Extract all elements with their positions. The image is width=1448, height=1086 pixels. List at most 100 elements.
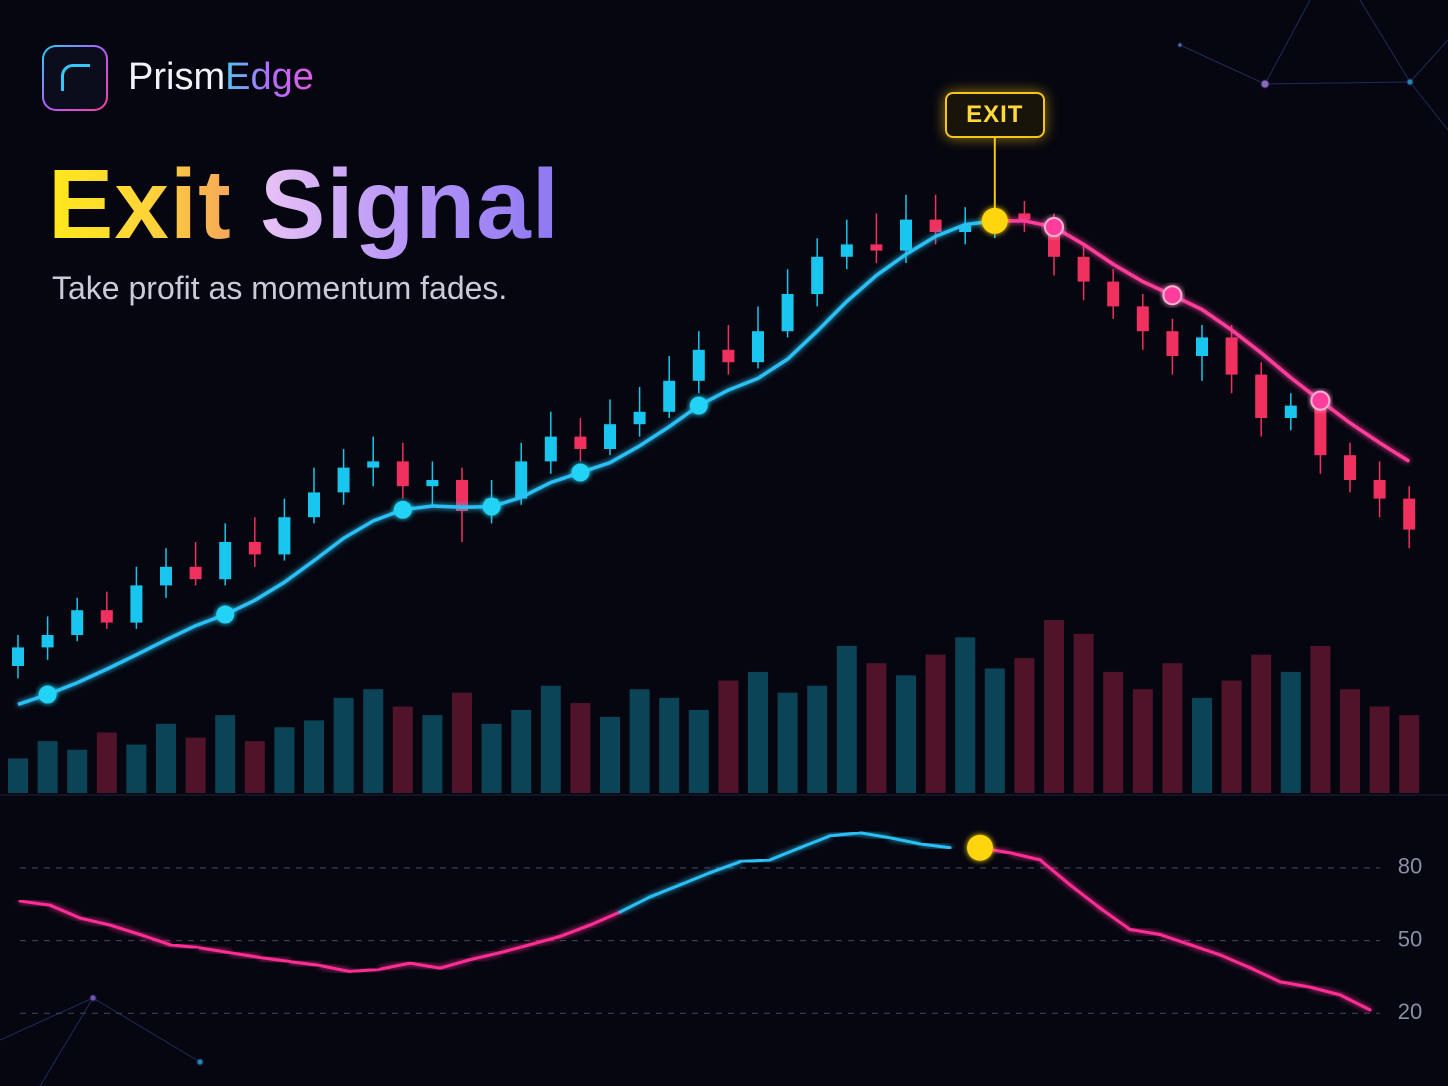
- candle-body: [663, 380, 676, 412]
- volume-bar: [1162, 663, 1183, 793]
- brand-prefix: Prism: [128, 56, 226, 98]
- volume-bar: [1340, 689, 1360, 793]
- volume-bar: [126, 744, 147, 793]
- candle-body: [71, 610, 84, 635]
- candle-body: [959, 225, 972, 232]
- signal-marker: [571, 463, 590, 482]
- volume-bar: [600, 716, 620, 793]
- candle-body: [1166, 331, 1179, 356]
- volume-bar: [185, 737, 206, 793]
- candle-body: [604, 424, 616, 449]
- oscillator-segment: [318, 964, 352, 974]
- volume-bar: [1044, 620, 1064, 793]
- volume-bar: [659, 697, 680, 793]
- oscillator-segment: [348, 967, 382, 974]
- volume-bar: [511, 709, 532, 793]
- oscillator-segment: [378, 961, 412, 971]
- candle-body: [692, 349, 705, 381]
- oscillator-segment: [828, 831, 862, 838]
- oscillator-segment: [288, 960, 322, 968]
- candle-body: [100, 610, 113, 623]
- oscillator-segment: [1098, 906, 1132, 931]
- oscillator-segment: [408, 961, 442, 970]
- oscillator-segment: [228, 951, 262, 960]
- candle-body: [426, 480, 439, 487]
- candle-body: [752, 331, 764, 363]
- candle-body: [840, 244, 853, 257]
- candle-body: [544, 436, 557, 462]
- candle-body: [189, 566, 202, 580]
- oscillator-segment: [1338, 993, 1372, 1012]
- y-tick-label: 50: [1398, 926, 1422, 951]
- oscillator-segment: [858, 831, 892, 840]
- signal-marker: [216, 605, 235, 624]
- candle-body: [337, 467, 350, 493]
- oscillator-segment: [1158, 933, 1192, 947]
- volume-bar: [8, 758, 28, 793]
- candle-body: [367, 461, 380, 468]
- oscillator-segment: [588, 910, 622, 927]
- oscillator-segment: [78, 916, 112, 927]
- oscillator-segment: [1128, 927, 1162, 937]
- volume-bar: [570, 703, 591, 793]
- candle-body: [900, 219, 912, 251]
- volume-bar: [363, 689, 384, 793]
- candle-body: [1196, 337, 1208, 356]
- volume-bar: [1310, 645, 1331, 793]
- volume-bar: [718, 680, 739, 793]
- volume-bar: [1280, 671, 1301, 793]
- volume-bar: [688, 709, 709, 793]
- oscillator-segment: [738, 858, 772, 864]
- volume-bar: [984, 668, 1005, 793]
- oscillator-segment: [1038, 858, 1072, 887]
- candle-body: [574, 436, 587, 449]
- oscillator-segment: [168, 943, 202, 950]
- title-word: Exit: [48, 149, 232, 259]
- oscillator-segment: [438, 958, 472, 970]
- signal-marker: [393, 500, 412, 519]
- candle-body: [870, 244, 883, 251]
- candle-body: [1225, 337, 1238, 375]
- oscillator-segment: [888, 836, 922, 846]
- candle-body: [396, 461, 409, 487]
- logo: [42, 45, 108, 111]
- volume-bar: [866, 663, 887, 793]
- y-tick-label: 20: [1398, 999, 1422, 1024]
- oscillator-segment: [1248, 966, 1282, 984]
- oscillator-segment: [138, 933, 172, 947]
- oscillator-segment: [48, 903, 82, 920]
- volume-bar: [1221, 680, 1242, 793]
- oscillator-segment: [468, 951, 502, 962]
- oscillator-segment: [258, 956, 292, 964]
- volume-bar: [1399, 715, 1420, 793]
- volume-bar: [1103, 671, 1124, 793]
- candle-body: [1314, 405, 1327, 456]
- y-tick-label: 80: [1398, 854, 1422, 879]
- signal-marker: [1044, 217, 1064, 238]
- volume-bar: [37, 741, 58, 793]
- volume-bar: [1251, 654, 1272, 793]
- volume-bar: [896, 675, 916, 793]
- exit-annotation: EXIT: [944, 92, 1045, 138]
- oscillator-segment: [648, 883, 682, 899]
- volume-bar: [67, 749, 88, 793]
- oscillator-segment: [798, 834, 832, 850]
- volume-bar: [274, 727, 295, 793]
- candle-body: [1403, 498, 1416, 530]
- title: Exit Signal: [48, 148, 560, 261]
- volume-bar: [777, 692, 798, 793]
- candle-body: [130, 585, 143, 623]
- candle-body: [278, 517, 291, 555]
- brand: PrismEdge: [128, 56, 314, 99]
- candle-body: [12, 647, 24, 666]
- price-panel: [3, 136, 1424, 793]
- volume-bar: [1132, 689, 1153, 793]
- oscillator-segment: [558, 923, 592, 938]
- volume-bar: [925, 654, 946, 793]
- volume-bar: [304, 720, 324, 793]
- volume-bar: [1192, 697, 1212, 793]
- oscillator-segment: [528, 934, 562, 947]
- oscillator-segment: [1188, 943, 1222, 957]
- trend-line: [994, 219, 1411, 463]
